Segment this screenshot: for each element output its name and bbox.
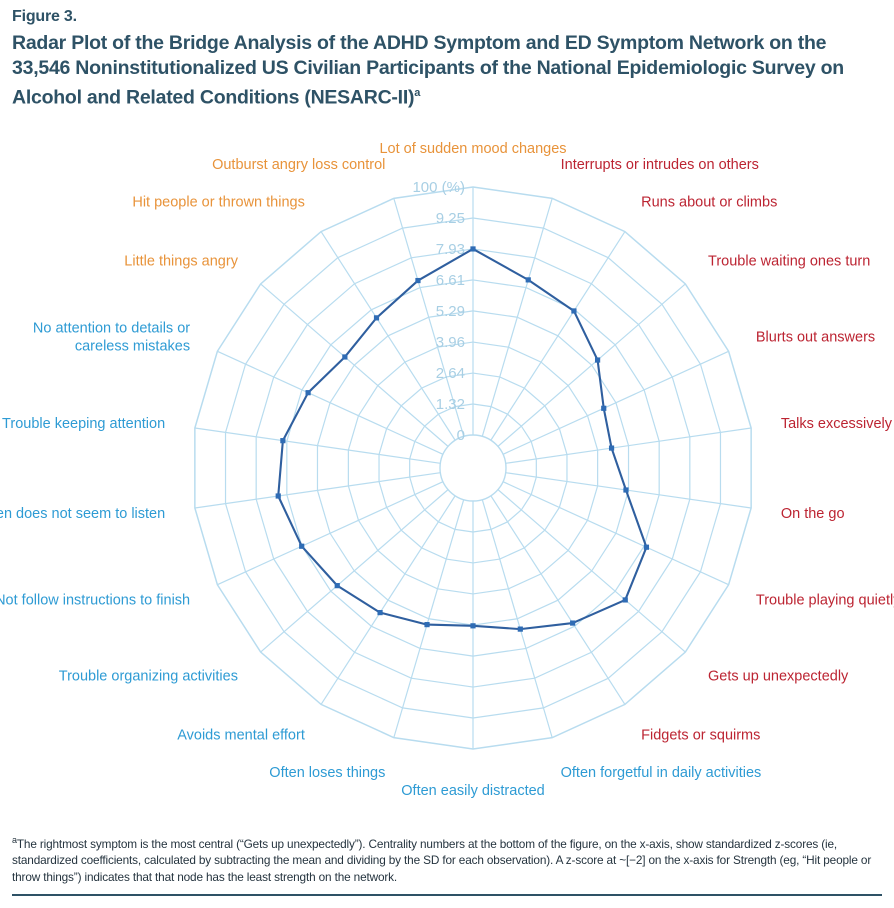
radar-spoke-12 xyxy=(393,499,465,738)
radar-category-label: Blurts out answers xyxy=(756,329,875,345)
radial-tick-label-3: 3.96 xyxy=(436,334,465,351)
figure-title-footnote-marker: a xyxy=(414,87,421,99)
radar-data-point xyxy=(334,583,340,589)
radar-data-point xyxy=(342,354,348,360)
radar-spoke-2 xyxy=(490,231,626,441)
radar-category-label: Trouble organizing activities xyxy=(59,669,238,685)
radar-spoke-7 xyxy=(502,481,729,586)
radar-spoke-3 xyxy=(497,283,686,447)
radar-plot-svg: 0 1.32 2.64 3.96 5.29 6.61 7.93 9.25 100 (%) Lot… xyxy=(0,141,894,799)
radar-data-point xyxy=(594,357,601,363)
figure-title-line-1: Radar Plot of the Bridge Analysis of the… xyxy=(12,32,793,54)
radar-data-point xyxy=(601,405,607,411)
radar-ring-0 xyxy=(439,434,507,502)
radar-category-label: Often does not seem to listen xyxy=(0,506,165,522)
footnote-body: The rightmost symptom is the most centra… xyxy=(12,836,872,884)
radar-point-layer xyxy=(275,246,650,632)
radar-category-label: Gets up unexpectedly xyxy=(708,669,849,685)
radar-data-point xyxy=(525,277,531,283)
radar-chart: 0 1.32 2.64 3.96 5.29 6.61 7.93 9.25 100 (%) Lot… xyxy=(0,118,894,828)
figure-title-line-3: Survey on Alcohol and Related Conditions… xyxy=(12,57,844,109)
footnote-divider xyxy=(12,894,882,897)
figure-number: Figure 3. xyxy=(12,8,77,25)
radar-data-point xyxy=(622,597,628,603)
radar-category-label: Trouble playing quietly xyxy=(756,593,894,609)
radar-category-label: Often loses things xyxy=(269,765,385,781)
radar-spoke-1 xyxy=(481,198,553,437)
radar-spoke-18 xyxy=(217,350,444,455)
radar-data-point xyxy=(470,246,476,252)
radar-spoke-4 xyxy=(502,350,729,455)
radar-spoke-layer xyxy=(194,187,752,749)
radar-spoke-21 xyxy=(393,198,465,437)
radar-spoke-9 xyxy=(490,495,626,705)
radar-spoke-16 xyxy=(194,472,441,509)
radar-data-point xyxy=(570,620,576,626)
radar-category-label: Often forgetful in daily activities xyxy=(561,765,762,781)
radar-data-point xyxy=(571,308,577,314)
radar-category-label: Fidgets or squirms xyxy=(641,728,760,744)
radar-data-point xyxy=(643,544,650,550)
radar-spoke-19 xyxy=(260,283,449,447)
radar-data-point xyxy=(377,610,383,616)
radar-category-label: Hit people or thrown things xyxy=(132,194,305,210)
radar-category-label: Runs about or climbs xyxy=(641,194,777,210)
footnote-marker: a xyxy=(12,835,17,845)
figure-header: Figure 3. Radar Plot of the Bridge Analy… xyxy=(12,8,886,111)
radial-tick-label-2: 2.64 xyxy=(436,365,465,382)
radar-category-label: Often easily distracted xyxy=(401,783,544,799)
radar-spoke-5 xyxy=(505,427,752,464)
radar-category-label: Not follow instructions to finish xyxy=(0,593,190,609)
radar-data-point xyxy=(373,315,380,321)
radar-category-label: No attention to details or careless mista… xyxy=(33,320,190,354)
radar-category-label: Interrupts or intrudes on others xyxy=(561,157,759,173)
radar-category-label: Little things angry xyxy=(124,253,238,269)
radial-tick-label-0: 0 xyxy=(457,427,465,444)
radial-tick-label-6: 7.93 xyxy=(436,241,465,258)
footnote-block: aThe rightmost symptom is the most centr… xyxy=(12,832,882,897)
radar-spoke-10 xyxy=(481,499,553,738)
radar-category-label: Trouble keeping attention xyxy=(2,416,165,432)
radar-category-label: Avoids mental effort xyxy=(177,728,305,744)
radar-spoke-8 xyxy=(497,489,686,653)
radar-data-point xyxy=(623,487,629,493)
radar-category-label: Talks excessively xyxy=(781,416,893,432)
radar-data-point xyxy=(305,390,311,396)
radial-tick-label-8: 100 (%) xyxy=(412,179,465,196)
radar-data-point xyxy=(280,438,286,444)
radar-data-point xyxy=(275,493,281,499)
figure-title-line-2: the 33,546 Noninstitutionalized US Civil… xyxy=(12,32,827,79)
radar-spoke-14 xyxy=(260,489,449,653)
radar-data-point xyxy=(299,543,305,549)
radar-data-point xyxy=(470,623,476,629)
radar-category-label: On the go xyxy=(781,506,845,522)
radar-category-label: Lot of sudden mood changes xyxy=(379,141,566,157)
radial-tick-label-7: 9.25 xyxy=(436,210,465,227)
radar-category-label: Trouble waiting ones turn xyxy=(708,253,870,269)
radial-tick-label-4: 5.29 xyxy=(436,303,465,320)
figure-title: Radar Plot of the Bridge Analysis of the… xyxy=(12,31,886,111)
radar-spoke-13 xyxy=(320,495,456,705)
radar-data-point xyxy=(517,626,523,632)
radar-data-point xyxy=(415,277,421,284)
radar-data-point xyxy=(424,622,430,628)
radar-category-label: Outburst angry loss control xyxy=(212,157,385,173)
radial-tick-label-1: 1.32 xyxy=(436,396,465,413)
radar-spoke-15 xyxy=(217,481,444,586)
footnote-text: aThe rightmost symptom is the most centr… xyxy=(12,832,882,885)
radial-tick-labels: 0 1.32 2.64 3.96 5.29 6.61 7.93 9.25 100 (%) xyxy=(412,179,465,444)
radar-data-point xyxy=(608,445,615,451)
radial-tick-label-5: 6.61 xyxy=(436,272,465,289)
radar-spoke-20 xyxy=(320,231,456,441)
radar-spoke-17 xyxy=(194,427,441,464)
